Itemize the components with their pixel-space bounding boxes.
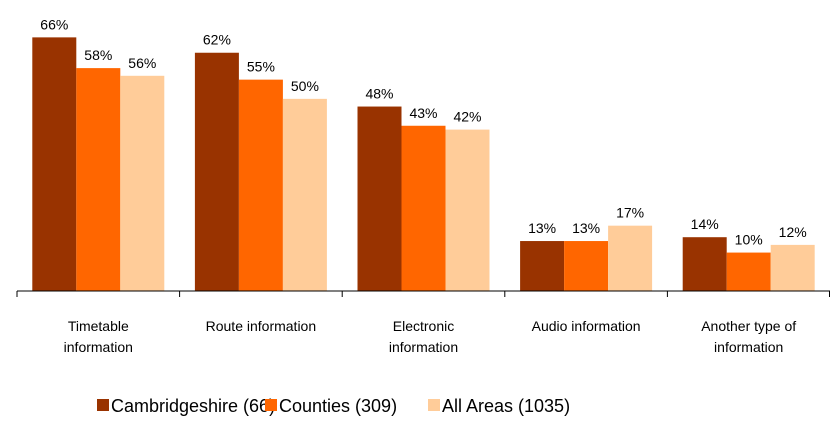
- bar: [238, 79, 283, 292]
- bar: [357, 106, 402, 292]
- data-label: 42%: [453, 109, 481, 125]
- data-label: 58%: [84, 47, 112, 63]
- data-label: 66%: [40, 16, 68, 32]
- data-label: 12%: [779, 224, 807, 240]
- legend-swatch: [428, 399, 440, 411]
- x-tick-label: Timetable information: [63, 318, 133, 355]
- legend-swatch: [97, 399, 109, 411]
- bar: [282, 98, 327, 291]
- data-label: 55%: [247, 59, 275, 75]
- data-label: 56%: [128, 55, 156, 71]
- legend-label: Counties (309): [279, 396, 397, 416]
- bar: [564, 241, 609, 291]
- x-tick-label: Route information: [205, 318, 317, 334]
- bar: [608, 225, 653, 291]
- bar: [401, 125, 446, 291]
- bar: [770, 244, 815, 291]
- data-label: 62%: [203, 32, 231, 48]
- data-label: 43%: [409, 105, 437, 121]
- data-label: 13%: [528, 220, 556, 236]
- legend-label: All Areas (1035): [442, 396, 570, 416]
- data-label: 14%: [691, 216, 719, 232]
- data-label: 13%: [572, 220, 600, 236]
- data-label: 17%: [616, 205, 644, 221]
- bar: [682, 237, 727, 291]
- bar: [520, 241, 565, 291]
- x-tick-label: Electronic information: [388, 318, 459, 355]
- x-tick-label: Audio information: [531, 318, 641, 334]
- bar: [32, 37, 77, 291]
- legend-swatch: [265, 399, 277, 411]
- legend-label: Cambridgeshire (66): [111, 396, 275, 416]
- bar: [445, 129, 490, 291]
- bar: [194, 52, 239, 291]
- bar: [76, 68, 121, 291]
- data-label: 10%: [735, 232, 763, 248]
- bar: [120, 75, 165, 291]
- x-tick-label: Another type of information: [701, 318, 797, 355]
- data-label: 50%: [291, 78, 319, 94]
- data-label: 48%: [365, 86, 393, 102]
- bar: [726, 252, 771, 291]
